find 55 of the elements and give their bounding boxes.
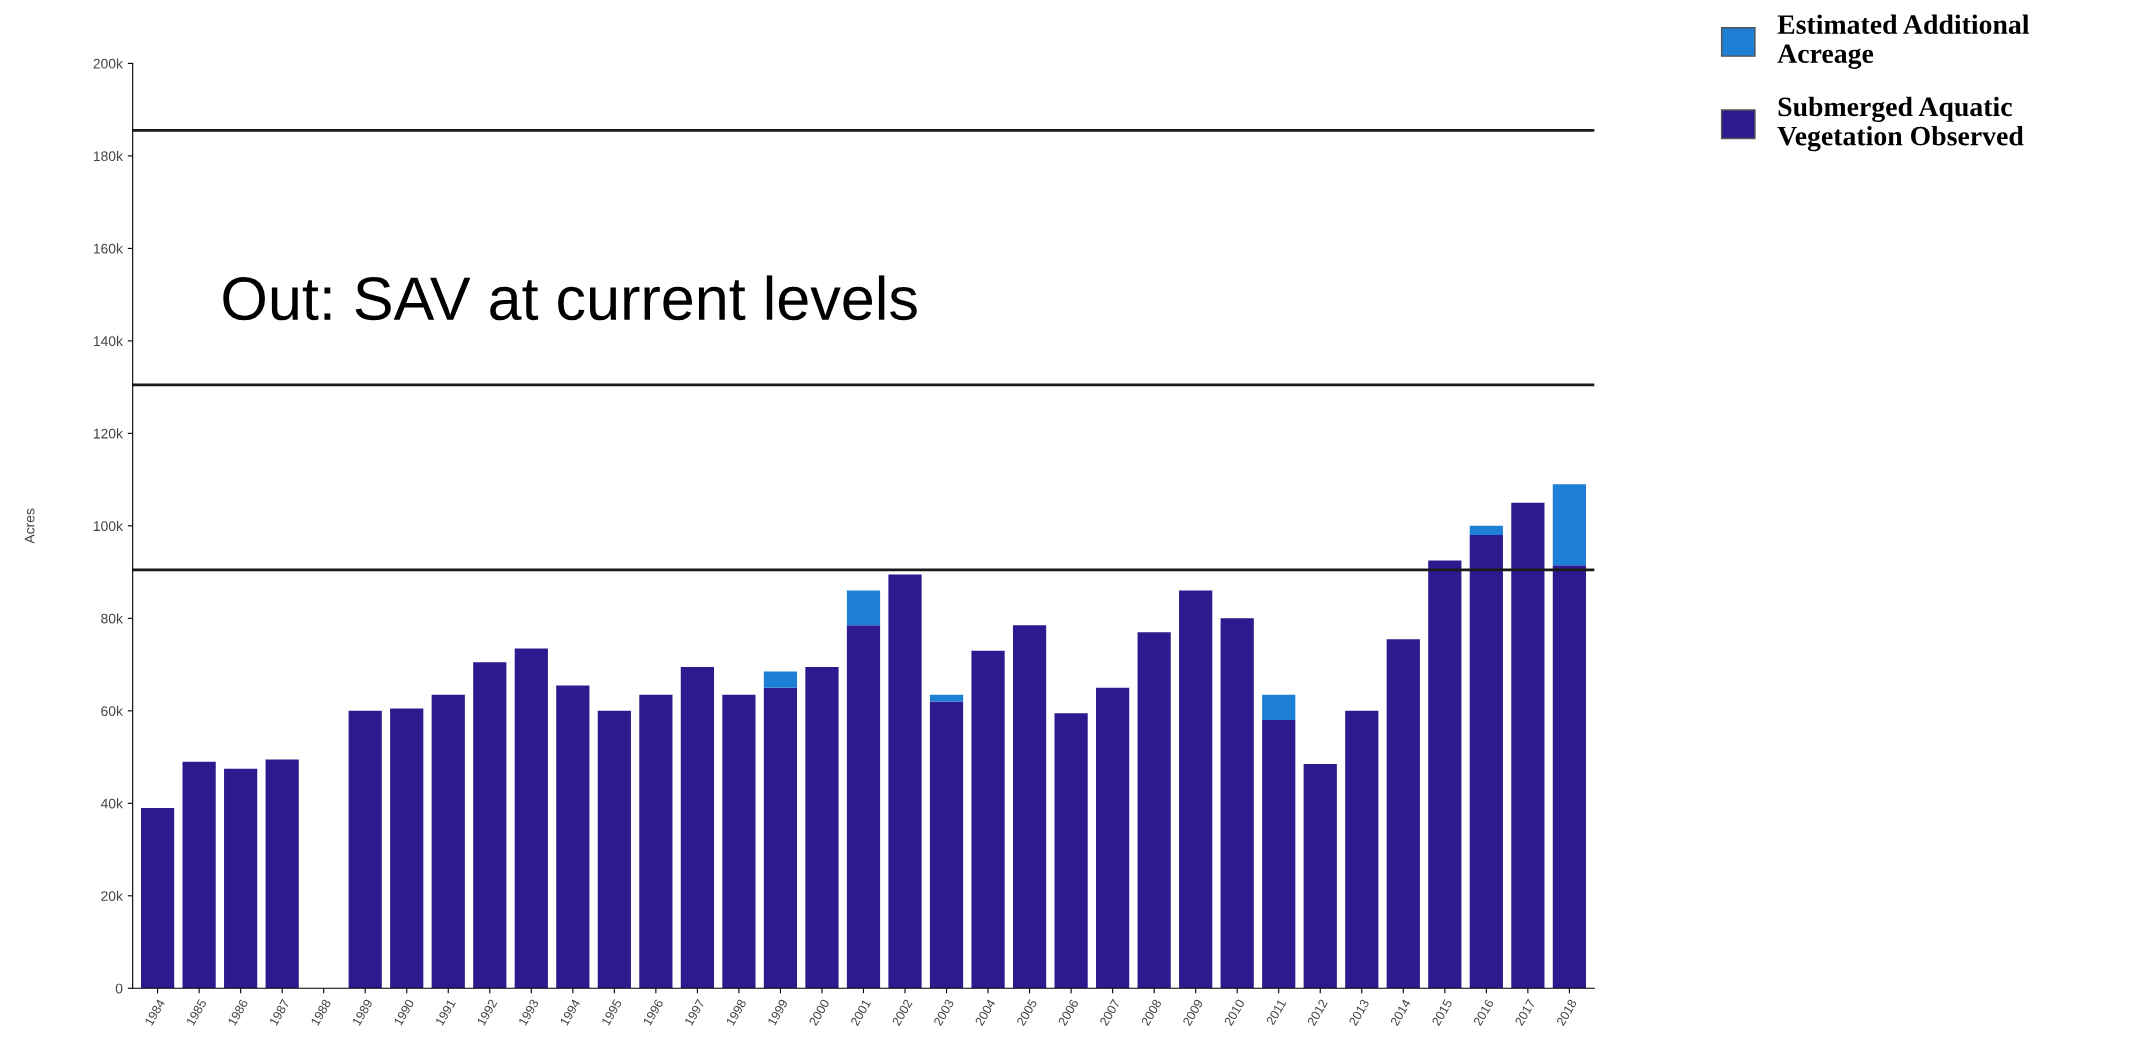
y-tick-label: 160k [93, 243, 123, 254]
legend-label: Submerged Aquatic Vegetation Observed [1777, 96, 2024, 152]
legend-label: Estimated Additional Acreage [1777, 14, 2030, 69]
bar [763, 671, 798, 688]
bar [680, 666, 715, 989]
bar [597, 710, 631, 989]
y-tick-label: 20k [101, 890, 123, 901]
bar [1303, 764, 1337, 989]
bar [1179, 590, 1213, 989]
y-tick-label: 140k [93, 335, 123, 347]
bar [182, 761, 216, 989]
bar [1054, 713, 1088, 989]
bar [1137, 632, 1171, 989]
bar [431, 694, 465, 989]
bar [722, 694, 756, 989]
bar [473, 662, 507, 989]
bar [1469, 525, 1503, 536]
y-tick-label: 200k [93, 58, 123, 69]
bar [1220, 618, 1254, 989]
bar [556, 685, 590, 989]
bar [224, 768, 258, 989]
y-tick-label: 120k [93, 428, 123, 439]
bar [348, 710, 382, 989]
bar [1096, 687, 1130, 989]
bar [929, 694, 964, 702]
bar [1012, 625, 1047, 989]
bar [1552, 484, 1586, 566]
y-tick-label: 60k [101, 705, 123, 716]
bar [929, 701, 964, 989]
bar [1428, 560, 1462, 989]
bar [763, 687, 798, 989]
y-axis-title: Acres [24, 508, 35, 544]
bar [265, 759, 299, 989]
annotation: Out: SAV at current levels [223, 275, 917, 321]
y-tick-label: 0 [115, 983, 123, 994]
bar [888, 574, 922, 989]
y-tick-label: 80k [101, 613, 123, 624]
bar [805, 666, 839, 989]
bar [1262, 720, 1296, 989]
bar [1386, 639, 1420, 989]
bar [1552, 565, 1586, 989]
bar [1511, 502, 1545, 989]
bar [1469, 535, 1503, 989]
bar [514, 648, 548, 989]
bar [971, 650, 1005, 989]
bar [1262, 694, 1296, 721]
y-tick-label: 100k [93, 520, 123, 532]
y-tick-label: 40k [100, 798, 123, 809]
bar [140, 807, 175, 989]
bar [846, 625, 881, 989]
bar [1345, 710, 1379, 989]
y-tick-label: 180k [93, 150, 123, 162]
bar [846, 590, 881, 626]
bar [639, 694, 673, 989]
bar [390, 708, 424, 989]
